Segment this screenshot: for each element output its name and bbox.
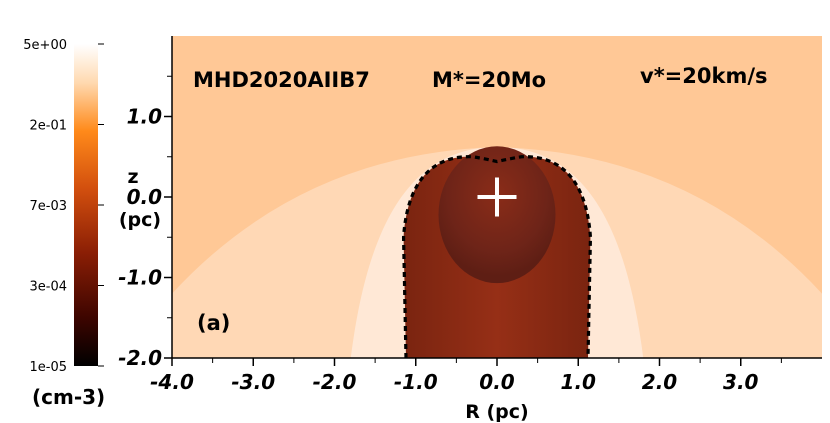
colorbar-tick-label: 5e+00 bbox=[23, 38, 67, 53]
x-tick-label: 0.0 bbox=[479, 370, 515, 394]
panel-label: (a) bbox=[197, 311, 230, 335]
x-tick-label: 3.0 bbox=[723, 370, 759, 394]
dashed-contour bbox=[401, 155, 593, 358]
model-annotation: MHD2020AIIB7 bbox=[193, 68, 370, 92]
mass-annotation: M*=20Mo bbox=[432, 68, 546, 92]
colorbar-tick-label: 2e-01 bbox=[29, 119, 67, 134]
y-tick-label: -1.0 bbox=[118, 266, 162, 290]
colorbar bbox=[74, 44, 98, 366]
colorbar-unit: (cm-3) bbox=[32, 385, 105, 409]
plot-area bbox=[172, 36, 822, 358]
x-tick-label: 2.0 bbox=[642, 370, 678, 394]
y-axis: 1.0 0.0 -1.0 -2.0 bbox=[118, 36, 173, 370]
y-axis-label-line1: z bbox=[127, 166, 138, 188]
x-tick-label: 1.0 bbox=[561, 370, 597, 394]
x-tick-label: -1.0 bbox=[394, 370, 438, 394]
x-tick-label: -2.0 bbox=[313, 370, 357, 394]
y-axis-label-line2: (pc) bbox=[119, 209, 161, 231]
x-axis-label: R (pc) bbox=[465, 401, 528, 423]
y-tick-label: -2.0 bbox=[118, 346, 162, 370]
colorbar-tick-label: 3e-04 bbox=[29, 280, 67, 295]
y-tick-label: 1.0 bbox=[127, 105, 163, 129]
colorbar-tick-label: 1e-05 bbox=[29, 360, 67, 375]
x-tick-label: -3.0 bbox=[231, 370, 275, 394]
x-axis: -4.0 -3.0 -2.0 -1.0 0.0 1.0 2.0 3.0 bbox=[150, 357, 822, 394]
star-marker bbox=[477, 177, 517, 217]
colorbar-tick-label: 7e-03 bbox=[29, 199, 67, 214]
velocity-annotation: v*=20km/s bbox=[640, 64, 768, 88]
y-tick-label: 0.0 bbox=[127, 185, 163, 209]
x-tick-label: -4.0 bbox=[150, 370, 194, 394]
colorbar-ticks: 5e+00 2e-01 7e-03 3e-04 1e-05 bbox=[23, 38, 104, 375]
